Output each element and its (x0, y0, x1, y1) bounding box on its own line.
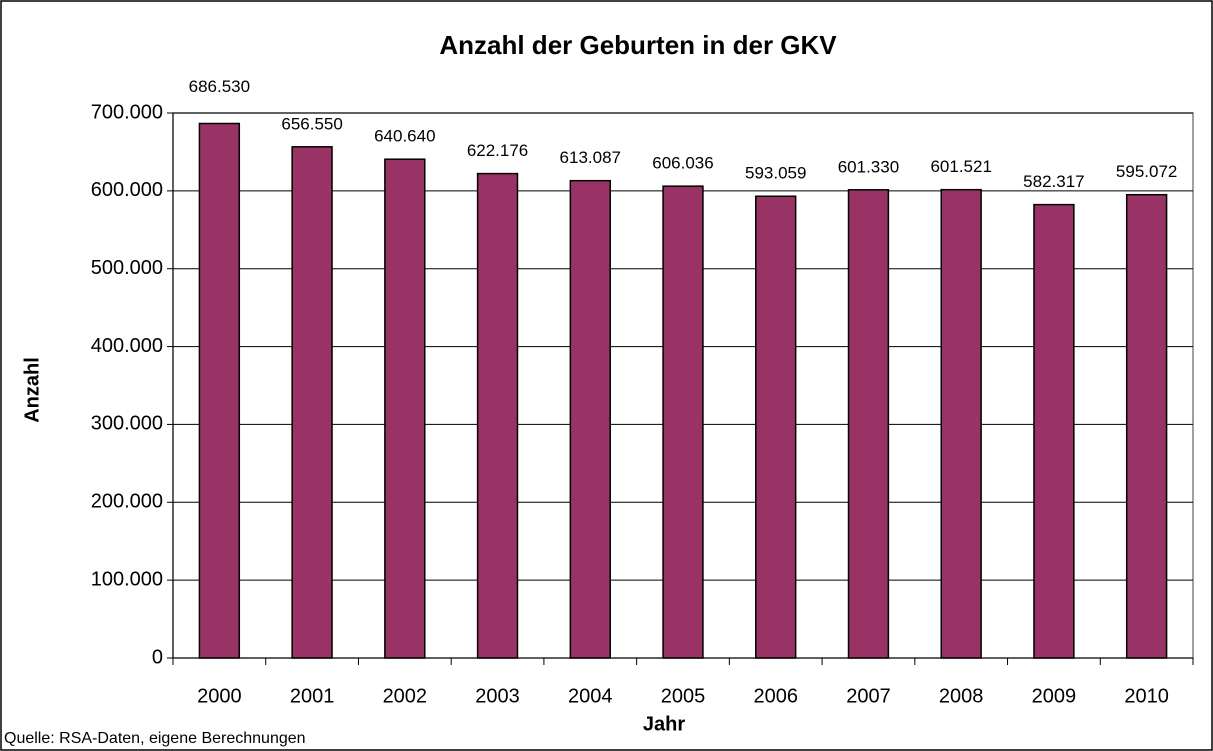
x-tick-label: 2010 (1124, 685, 1169, 707)
value-label: 613.087 (560, 148, 621, 167)
x-tick-label: 2005 (661, 685, 706, 707)
value-label: 601.521 (930, 157, 991, 176)
value-label: 656.550 (281, 114, 342, 133)
bar (847, 189, 890, 659)
value-label: 593.059 (745, 164, 806, 183)
x-tick-label: 2008 (939, 685, 984, 707)
value-label: 595.072 (1116, 162, 1177, 181)
value-label: 606.036 (652, 154, 713, 173)
y-tick-label: 700.000 (91, 101, 163, 123)
y-tick-label: 300.000 (91, 413, 163, 435)
bar (755, 195, 797, 659)
y-axis-label: Anzahl (21, 357, 43, 423)
y-tick-label: 100.000 (91, 568, 163, 590)
bar (198, 122, 241, 659)
bar (1033, 203, 1075, 659)
bar (1125, 193, 1168, 659)
x-tick-label: 2002 (383, 685, 428, 707)
x-tick-label: 2001 (290, 685, 335, 707)
value-label: 686.530 (189, 77, 250, 96)
y-tick-label: 200.000 (91, 491, 163, 513)
y-tick-label: 500.000 (91, 257, 163, 279)
source-note: Quelle: RSA-Daten, eigene Berechnungen (4, 730, 306, 747)
x-axis-label: Jahr (643, 713, 685, 735)
chart-title: Anzahl der Geburten in der GKV (439, 30, 837, 60)
y-tick-label: 0 (152, 646, 163, 668)
y-tick-label: 600.000 (91, 179, 163, 201)
x-tick-label: 2007 (846, 685, 891, 707)
bar (291, 146, 333, 659)
value-label: 622.176 (467, 141, 528, 160)
x-tick-label: 2006 (753, 685, 798, 707)
x-tick-label: 2004 (568, 685, 613, 707)
x-tick-label: 2000 (197, 685, 242, 707)
value-label: 640.640 (374, 127, 435, 146)
bar (940, 188, 982, 659)
y-tick-label: 400.000 (91, 335, 163, 357)
bar (569, 179, 611, 659)
bar (476, 172, 519, 659)
bar (662, 185, 704, 659)
bar (384, 158, 426, 659)
x-tick-label: 2003 (475, 685, 520, 707)
value-label: 601.330 (838, 157, 899, 176)
x-tick-label: 2009 (1032, 685, 1077, 707)
value-label: 582.317 (1023, 172, 1084, 191)
